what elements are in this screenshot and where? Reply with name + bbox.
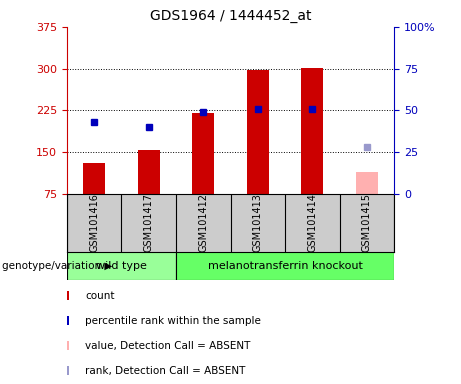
Text: genotype/variation ▶: genotype/variation ▶ [2, 261, 112, 271]
Bar [247, 70, 269, 194]
Text: wild type: wild type [96, 261, 147, 271]
Bar [83, 163, 105, 194]
Text: GSM101417: GSM101417 [144, 193, 154, 252]
Text: GSM101416: GSM101416 [89, 193, 99, 252]
Bar [67, 252, 176, 280]
Title: GDS1964 / 1444452_at: GDS1964 / 1444452_at [150, 9, 311, 23]
Text: rank, Detection Call = ABSENT: rank, Detection Call = ABSENT [85, 366, 246, 376]
Bar [138, 151, 160, 194]
Text: GSM101413: GSM101413 [253, 193, 263, 252]
Text: value, Detection Call = ABSENT: value, Detection Call = ABSENT [85, 341, 251, 351]
Text: melanotransferrin knockout: melanotransferrin knockout [207, 261, 362, 271]
Text: GSM101414: GSM101414 [307, 193, 317, 252]
Text: GSM101412: GSM101412 [198, 193, 208, 252]
Bar [192, 113, 214, 194]
Text: count: count [85, 291, 115, 301]
Bar [301, 68, 323, 194]
Bar [356, 172, 378, 194]
Bar [176, 252, 394, 280]
Text: percentile rank within the sample: percentile rank within the sample [85, 316, 261, 326]
Text: GSM101415: GSM101415 [362, 193, 372, 252]
